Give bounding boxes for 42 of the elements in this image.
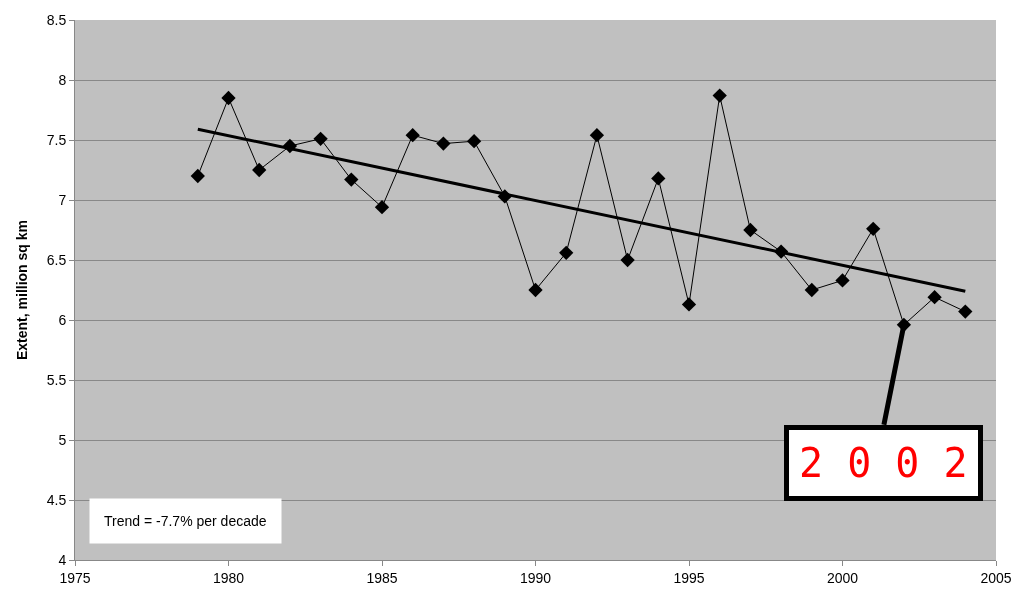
point — [252, 162, 267, 178]
point — [559, 245, 574, 260]
point — [958, 304, 973, 319]
y-tick-label: 6 — [58, 311, 67, 328]
point — [866, 221, 881, 236]
x-tick-label: 2005 — [980, 569, 1012, 586]
point — [190, 168, 205, 184]
y-axis-title: Extent, million sq km — [14, 219, 31, 361]
y-tick-label: 7 — [58, 191, 67, 208]
point — [712, 88, 727, 103]
point — [589, 128, 605, 143]
point — [344, 172, 359, 187]
point — [681, 297, 697, 312]
point — [804, 282, 819, 298]
y-tick-label: 7.5 — [46, 131, 67, 148]
point — [651, 171, 666, 186]
x-tick-label: 1985 — [366, 569, 398, 586]
x-tick-label: 2000 — [826, 569, 859, 586]
y-tick-label: 8.5 — [46, 11, 67, 28]
point — [620, 252, 635, 268]
point — [927, 290, 942, 305]
y-tick-label: 4 — [58, 551, 67, 568]
y-tick-label: 5 — [58, 431, 67, 448]
y-tick-label: 4.5 — [46, 491, 67, 508]
point — [221, 90, 236, 106]
point — [466, 134, 482, 149]
y-tick-label: 5.5 — [46, 371, 67, 388]
point — [743, 222, 758, 238]
point — [835, 273, 850, 288]
annotation: Trend = -7.7% per decade — [104, 513, 267, 529]
point — [374, 200, 390, 215]
x-tick-label: 1980 — [212, 569, 245, 586]
point — [436, 136, 451, 151]
point — [313, 131, 328, 146]
annotation: 2 0 0 2 — [799, 440, 968, 486]
y-tick-label: 6.5 — [46, 251, 67, 268]
y-tick-label: 8 — [58, 71, 67, 88]
x-tick-label: 1990 — [519, 569, 552, 586]
point — [528, 282, 543, 298]
x-tick-label: 1995 — [673, 569, 705, 586]
x-tick-label: 1975 — [59, 569, 91, 586]
point — [405, 128, 420, 143]
